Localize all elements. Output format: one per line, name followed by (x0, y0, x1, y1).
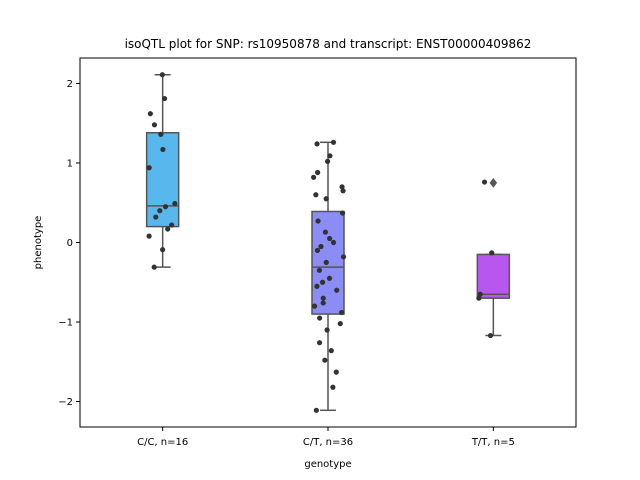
y-tick-label: 0 (67, 238, 73, 249)
y-axis-label: phenotype (33, 216, 44, 270)
data-point (327, 153, 333, 159)
box-iqr (145, 132, 180, 228)
data-point (147, 111, 153, 117)
data-point (320, 295, 326, 301)
data-point (334, 287, 340, 293)
data-point (151, 122, 158, 128)
box-group (145, 73, 180, 268)
data-point (314, 247, 321, 254)
data-point (146, 233, 152, 239)
data-point (481, 179, 488, 185)
outlier-marker (489, 177, 498, 188)
data-point (157, 208, 163, 214)
data-point (169, 222, 175, 228)
data-point (151, 264, 157, 270)
data-point (328, 348, 334, 354)
data-point (320, 300, 326, 306)
data-point (311, 174, 317, 180)
data-point (327, 235, 333, 242)
data-point (330, 239, 337, 246)
data-point (324, 327, 330, 333)
data-point (337, 321, 343, 327)
data-point (159, 72, 165, 78)
data-point (313, 407, 319, 413)
y-tick-label: −1 (58, 318, 73, 329)
data-point (330, 139, 337, 145)
x-tick-label: C/C, n=16 (137, 437, 188, 448)
chart-title: isoQTL plot for SNP: rs10950878 and tran… (125, 37, 532, 51)
x-tick-label: T/T, n=5 (471, 437, 515, 448)
data-point (322, 357, 328, 363)
data-point (323, 259, 329, 265)
data-point (160, 247, 166, 253)
data-point (318, 243, 324, 250)
data-point (316, 340, 323, 346)
data-point (339, 309, 345, 316)
data-point (162, 204, 169, 210)
data-point (333, 369, 339, 375)
data-point (323, 196, 329, 202)
data-point (324, 158, 331, 164)
data-point (339, 210, 346, 216)
data-point (477, 291, 483, 297)
data-point (311, 303, 318, 309)
data-point (340, 188, 346, 194)
box-iqr (311, 210, 345, 315)
x-tick-label: C/T, n=36 (303, 437, 353, 448)
data-point (146, 165, 152, 171)
data-point (489, 250, 495, 256)
data-point (322, 229, 329, 235)
data-point (319, 279, 326, 285)
data-point (172, 200, 178, 207)
data-point (330, 384, 336, 390)
data-point (153, 214, 159, 220)
data-point (162, 95, 168, 102)
data-point (315, 218, 321, 224)
data-point (326, 275, 333, 281)
data-point (476, 295, 482, 301)
data-point (160, 146, 166, 153)
y-tick-label: −2 (58, 397, 73, 408)
data-point (313, 192, 319, 198)
data-point (158, 131, 164, 137)
x-axis-label: genotype (304, 459, 351, 470)
data-point (314, 283, 320, 289)
data-point (339, 184, 345, 190)
y-tick-label: 2 (67, 79, 73, 90)
box-iqr (476, 253, 511, 299)
data-point (317, 315, 323, 321)
data-point (314, 141, 320, 147)
box-group (476, 177, 511, 337)
y-tick-label: 1 (67, 158, 73, 169)
data-point (340, 254, 347, 260)
data-point (165, 226, 171, 232)
data-point (315, 169, 321, 176)
data-point (487, 332, 494, 339)
data-point (316, 267, 323, 273)
